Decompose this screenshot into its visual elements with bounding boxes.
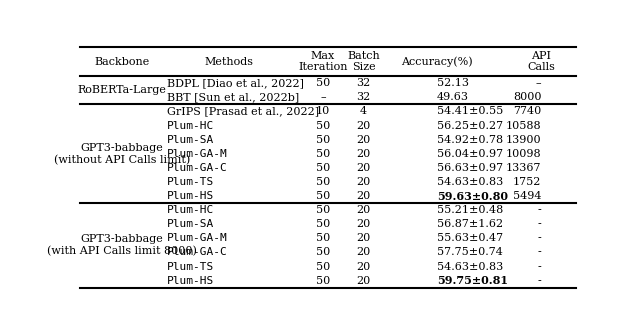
Text: 50: 50	[316, 191, 330, 201]
Text: 20: 20	[356, 219, 371, 229]
Text: 32: 32	[356, 78, 371, 88]
Text: 20: 20	[356, 163, 371, 173]
Text: 20: 20	[356, 276, 371, 286]
Text: -: -	[538, 247, 541, 258]
Text: GPT3-babbage
(with API Calls limit 8000): GPT3-babbage (with API Calls limit 8000)	[47, 235, 197, 256]
Text: 10588: 10588	[506, 120, 541, 131]
Text: 10: 10	[316, 107, 330, 116]
Text: 20: 20	[356, 262, 371, 272]
Text: 56.63±0.97: 56.63±0.97	[437, 163, 503, 173]
Text: 50: 50	[316, 276, 330, 286]
Text: 1752: 1752	[513, 177, 541, 187]
Text: 8000: 8000	[513, 92, 541, 102]
Text: 56.04±0.97: 56.04±0.97	[437, 149, 503, 159]
Text: 20: 20	[356, 177, 371, 187]
Text: 20: 20	[356, 135, 371, 145]
Text: 13900: 13900	[506, 135, 541, 145]
Text: –: –	[320, 92, 326, 102]
Text: Plum-GA-C: Plum-GA-C	[167, 163, 228, 173]
Text: 20: 20	[356, 149, 371, 159]
Text: 50: 50	[316, 233, 330, 243]
Text: GrIPS [Prasad et al., 2022]: GrIPS [Prasad et al., 2022]	[167, 107, 319, 116]
Text: 50: 50	[316, 135, 330, 145]
Text: 49.63: 49.63	[437, 92, 469, 102]
Text: 20: 20	[356, 247, 371, 258]
Text: Plum-GA-C: Plum-GA-C	[167, 247, 228, 258]
Text: -: -	[538, 276, 541, 286]
Text: BDPL [Diao et al., 2022]: BDPL [Diao et al., 2022]	[167, 78, 304, 88]
Text: Plum-SA: Plum-SA	[167, 135, 214, 145]
Text: -: -	[538, 233, 541, 243]
Text: 50: 50	[316, 262, 330, 272]
Text: Plum-HS: Plum-HS	[167, 191, 214, 201]
Text: 32: 32	[356, 92, 371, 102]
Text: 7740: 7740	[513, 107, 541, 116]
Text: Plum-TS: Plum-TS	[167, 177, 214, 187]
Text: Backbone: Backbone	[95, 57, 150, 67]
Text: 50: 50	[316, 247, 330, 258]
Text: 50: 50	[316, 205, 330, 215]
Text: Plum-HC: Plum-HC	[167, 205, 214, 215]
Text: -: -	[538, 205, 541, 215]
Text: 59.63±0.80: 59.63±0.80	[437, 190, 508, 202]
Text: -: -	[538, 219, 541, 229]
Text: 13367: 13367	[506, 163, 541, 173]
Text: Plum-GA-M: Plum-GA-M	[167, 149, 228, 159]
Text: 54.92±0.78: 54.92±0.78	[437, 135, 503, 145]
Text: Plum-HS: Plum-HS	[167, 276, 214, 286]
Text: Plum-HC: Plum-HC	[167, 120, 214, 131]
Text: 50: 50	[316, 177, 330, 187]
Text: 20: 20	[356, 205, 371, 215]
Text: 20: 20	[356, 191, 371, 201]
Text: Plum-GA-M: Plum-GA-M	[167, 233, 228, 243]
Text: Accuracy(%): Accuracy(%)	[401, 56, 473, 67]
Text: 59.75±0.81: 59.75±0.81	[437, 275, 508, 286]
Text: 50: 50	[316, 163, 330, 173]
Text: –: –	[536, 78, 541, 88]
Text: 56.25±0.27: 56.25±0.27	[437, 120, 503, 131]
Text: GPT3-babbage
(without API Calls limit): GPT3-babbage (without API Calls limit)	[54, 143, 190, 165]
Text: 50: 50	[316, 78, 330, 88]
Text: 50: 50	[316, 219, 330, 229]
Text: 20: 20	[356, 233, 371, 243]
Text: 50: 50	[316, 120, 330, 131]
Text: 54.63±0.83: 54.63±0.83	[437, 177, 504, 187]
Text: 56.87±1.62: 56.87±1.62	[437, 219, 503, 229]
Text: 55.21±0.48: 55.21±0.48	[437, 205, 504, 215]
Text: BBT [Sun et al., 2022b]: BBT [Sun et al., 2022b]	[167, 92, 299, 102]
Text: 55.63±0.47: 55.63±0.47	[437, 233, 503, 243]
Text: API
Calls: API Calls	[527, 51, 556, 72]
Text: RoBERTa-Large: RoBERTa-Large	[77, 85, 166, 95]
Text: 54.63±0.83: 54.63±0.83	[437, 262, 504, 272]
Text: 10098: 10098	[506, 149, 541, 159]
Text: 50: 50	[316, 149, 330, 159]
Text: Plum-TS: Plum-TS	[167, 262, 214, 272]
Text: 20: 20	[356, 120, 371, 131]
Text: Plum-SA: Plum-SA	[167, 219, 214, 229]
Text: 54.41±0.55: 54.41±0.55	[437, 107, 504, 116]
Text: -: -	[538, 262, 541, 272]
Text: Max
Iteration: Max Iteration	[298, 51, 348, 72]
Text: Methods: Methods	[204, 57, 253, 67]
Text: 5494: 5494	[513, 191, 541, 201]
Text: 57.75±0.74: 57.75±0.74	[437, 247, 503, 258]
Text: Batch
Size: Batch Size	[348, 51, 380, 72]
Text: 52.13: 52.13	[437, 78, 469, 88]
Text: 4: 4	[360, 107, 367, 116]
